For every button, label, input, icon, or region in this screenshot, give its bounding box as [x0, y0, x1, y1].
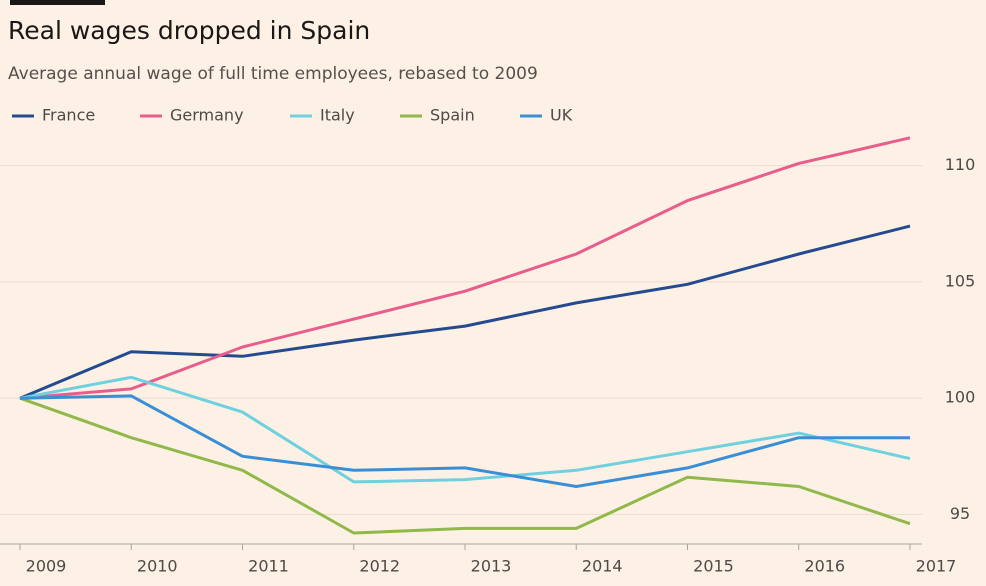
x-tick-label: 2011 [248, 557, 289, 576]
legend-label: Germany [170, 106, 244, 125]
chart-title: Real wages dropped in Spain [8, 16, 370, 45]
x-tick-label: 2013 [471, 557, 512, 576]
series-line [19, 396, 911, 535]
legend-label: Italy [320, 106, 355, 125]
x-tick-label: 2014 [582, 557, 623, 576]
y-tick-label: 110 [945, 155, 976, 174]
x-tick-label: 2010 [137, 557, 178, 576]
series-line [19, 224, 911, 400]
x-tick-label: 2016 [804, 557, 845, 576]
y-tick-label: 105 [945, 271, 976, 290]
y-tick-label: 100 [945, 388, 976, 407]
legend-label: Spain [430, 106, 475, 125]
series-line [19, 394, 910, 488]
legend-label: UK [550, 106, 573, 125]
x-tick-label: 2017 [916, 557, 957, 576]
y-tick-label: 95 [950, 504, 970, 523]
x-tick-label: 2012 [359, 557, 400, 576]
header-bar [10, 0, 105, 5]
legend-label: France [42, 106, 95, 125]
chart-subtitle: Average annual wage of full time employe… [8, 64, 538, 84]
x-tick-label: 2015 [693, 557, 734, 576]
series-line [19, 136, 911, 400]
series-line [19, 375, 911, 484]
x-tick-label: 2009 [26, 557, 67, 576]
